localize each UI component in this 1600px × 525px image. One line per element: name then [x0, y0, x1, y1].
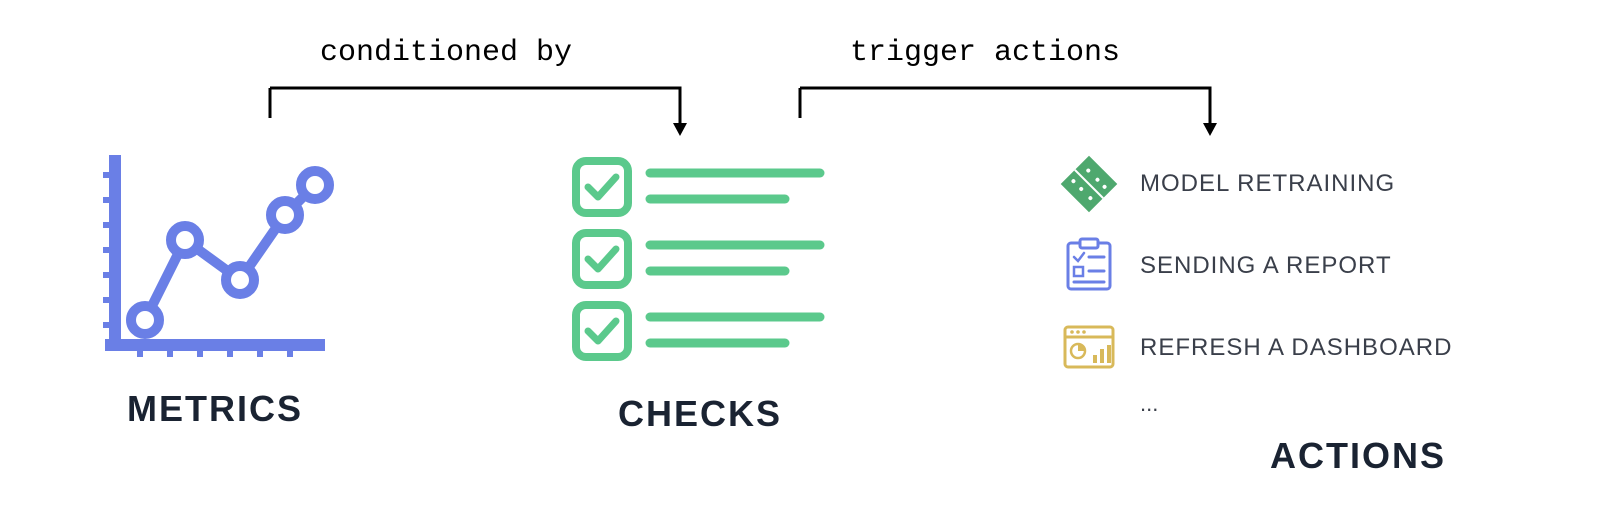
actions-ellipsis: ... [1140, 391, 1158, 417]
metrics-label: METRICS [127, 388, 303, 430]
action-label-dashboard: REFRESH A DASHBOARD [1140, 334, 1452, 362]
action-item-retraining: MODEL RETRAINING [1060, 155, 1395, 213]
dashboard-icon [1060, 319, 1118, 377]
actions-column: MODEL RETRAINING SENDING A REPORT [1060, 155, 1540, 477]
diagram-root: conditioned by trigger actions [0, 0, 1600, 525]
action-item-report: SENDING A REPORT [1060, 237, 1392, 295]
actions-list: MODEL RETRAINING SENDING A REPORT [1060, 155, 1452, 417]
metrics-chart-icon [95, 145, 335, 360]
metrics-column: METRICS [85, 145, 345, 430]
action-label-report: SENDING A REPORT [1140, 252, 1392, 280]
checks-column: CHECKS [560, 155, 840, 435]
connector-label-2: trigger actions [850, 36, 1120, 70]
action-item-dashboard: REFRESH A DASHBOARD [1060, 319, 1452, 377]
report-icon [1060, 237, 1118, 295]
connector-arrow-2 [790, 78, 1230, 158]
actions-label: ACTIONS [1060, 435, 1446, 477]
checks-list-icon [570, 155, 830, 365]
connector-label-1: conditioned by [320, 36, 572, 70]
model-retraining-icon [1060, 155, 1118, 213]
action-label-retraining: MODEL RETRAINING [1140, 170, 1395, 198]
checks-label: CHECKS [618, 393, 782, 435]
